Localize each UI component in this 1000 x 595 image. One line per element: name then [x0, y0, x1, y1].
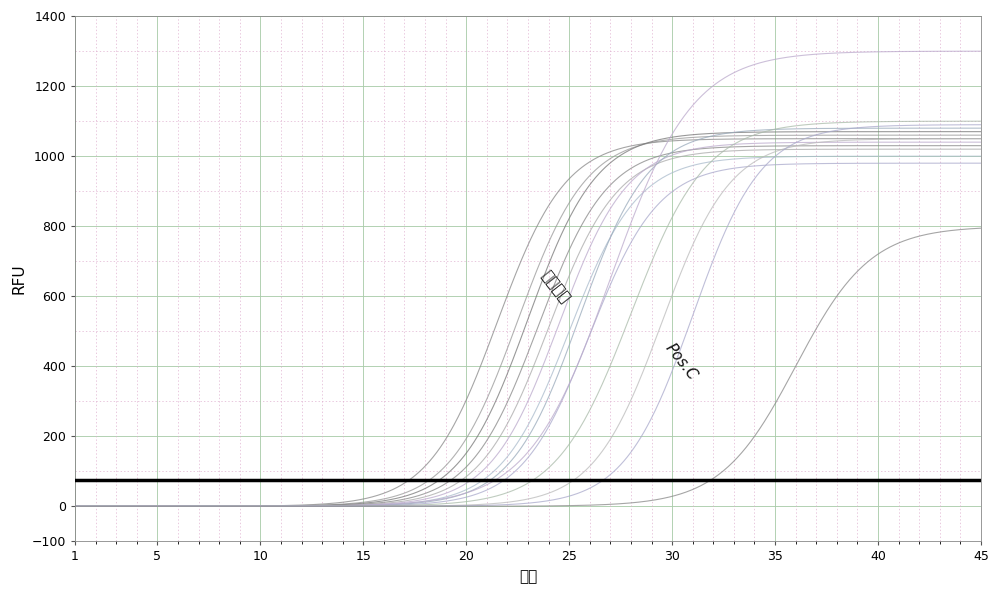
Text: 组织样本: 组织样本 [538, 268, 573, 306]
Text: Pos.C: Pos.C [662, 341, 700, 383]
X-axis label: 循环: 循环 [519, 569, 537, 584]
Y-axis label: RFU: RFU [11, 264, 26, 294]
